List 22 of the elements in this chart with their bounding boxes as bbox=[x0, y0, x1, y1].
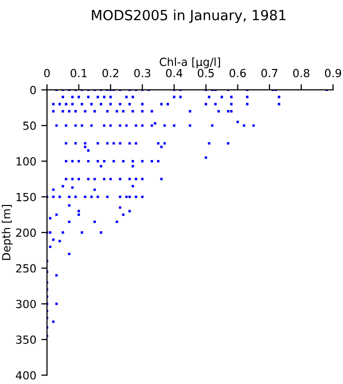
x-tick-label: 0.6 bbox=[230, 68, 246, 78]
x-tick-label: 0.8 bbox=[293, 68, 310, 78]
x-tick-label: 0.5 bbox=[198, 68, 214, 78]
x-tick-label: 0.2 bbox=[102, 68, 118, 78]
x-tick-label: 0.1 bbox=[70, 68, 87, 78]
y-tick-label: 200 bbox=[16, 228, 36, 237]
x-tick-label: 0.7 bbox=[261, 68, 278, 78]
y-tick-label: 150 bbox=[16, 192, 36, 202]
x-tick-label: 0.4 bbox=[166, 68, 182, 78]
y-tick-label: 350 bbox=[16, 335, 36, 344]
x-tick-label: 0 bbox=[44, 68, 50, 78]
y-tick-label: 0 bbox=[30, 86, 36, 94]
y-axis-title: Depth [m] bbox=[2, 205, 13, 260]
x-tick-label: 0.3 bbox=[134, 68, 150, 78]
chart-title: MODS2005 in January, 1981 bbox=[92, 10, 286, 24]
x-tick-label: 0.9 bbox=[324, 68, 342, 78]
x-axis-title: Chl-a [µg/l] bbox=[160, 57, 220, 68]
y-tick-label: 400 bbox=[16, 371, 36, 380]
y-tick-label: 50 bbox=[23, 121, 36, 130]
y-tick-label: 100 bbox=[16, 157, 36, 166]
y-tick-label: 300 bbox=[16, 300, 36, 308]
y-tick-label: 250 bbox=[16, 264, 36, 273]
